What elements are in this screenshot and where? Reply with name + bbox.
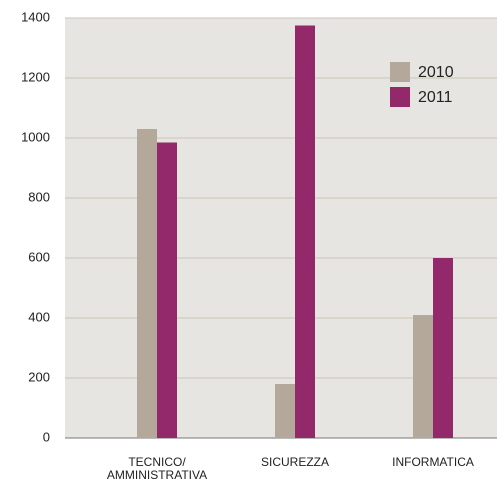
y-tick-label: 1000	[21, 129, 50, 144]
legend-label: 2011	[418, 89, 453, 106]
legend-swatch	[390, 87, 410, 107]
bar	[275, 384, 295, 438]
bar	[295, 25, 315, 438]
legend-label: 2010	[418, 64, 454, 81]
y-tick-label: 1400	[21, 9, 50, 24]
bar	[433, 258, 453, 438]
bar	[137, 129, 157, 438]
y-tick-label: 1200	[21, 69, 50, 84]
y-tick-label: 600	[28, 249, 50, 264]
y-tick-label: 800	[28, 189, 50, 204]
x-tick-label: TECNICO/ AMMINISTRATIVA	[106, 455, 208, 482]
bar	[157, 142, 177, 438]
y-tick-label: 200	[28, 369, 50, 384]
bar	[413, 315, 433, 438]
y-tick-label: 0	[43, 429, 50, 444]
x-tick-label: SICUREZZA	[260, 455, 329, 469]
x-tick-label: INFORMATICA	[392, 455, 474, 469]
y-tick-label: 400	[28, 309, 50, 324]
legend-swatch	[390, 62, 410, 82]
